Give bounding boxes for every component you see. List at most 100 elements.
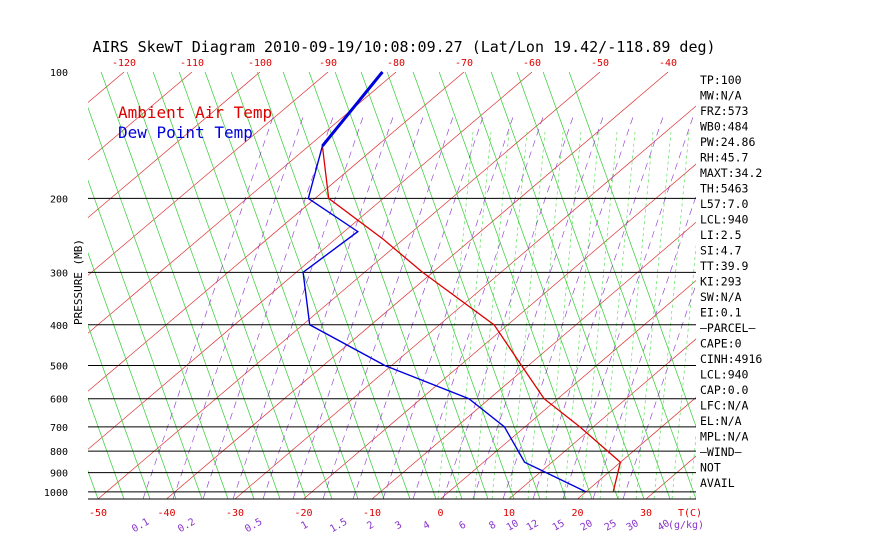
index-label: CAP:0.0 [700,383,749,397]
dry-adiabat-line [178,72,333,499]
bottom-temp-tick-label: -50 [89,508,107,519]
bottom-temp-tick-label: 30 [640,508,652,519]
mixing-ratio-label: 6 [457,520,468,533]
dry-adiabat-line [88,106,229,499]
dry-adiabat-line [334,72,489,499]
pressure-tick-label: 700 [50,423,68,434]
pressure-tick-label: 1000 [44,488,68,499]
index-label: L57:7.0 [700,197,749,211]
index-label: PW:24.86 [700,135,755,149]
bottom-temp-tick-label: -30 [226,508,244,519]
index-label: —WIND— [700,445,742,459]
pressure-tick-label: 500 [50,361,68,372]
pressure-tick-label: 100 [50,68,68,79]
mixing-ratio-line [442,116,574,499]
moist-adiabat-line [509,131,546,499]
mixing-ratio-unit: (g/kg) [668,520,704,531]
mixing-ratio-label: 3 [393,520,404,533]
mixing-ratio-line [502,116,634,499]
top-temp-tick-label: -80 [387,58,405,69]
temp-unit-label: T(C) [678,508,702,519]
mixing-ratio-line [532,116,664,499]
top-temp-tick-label: -50 [591,58,609,69]
moist-adiabat-line [599,131,636,499]
profile-lines [302,71,622,493]
isotherm-line [508,338,696,499]
mixing-ratio-label: 15 [551,518,567,534]
index-label: TP:100 [700,73,742,87]
dry-adiabat-line [0,52,46,499]
top-temp-tick-label: -70 [455,58,473,69]
mixing-ratio-line [352,116,484,499]
mixing-ratio-label: 1 [299,520,310,533]
dry-adiabat-line [516,72,671,499]
index-label: KI:293 [700,275,742,289]
mixing-ratio-label: 0.1 [130,517,151,536]
pressure-tick-label: 600 [50,395,68,406]
top-temp-tick-label: -40 [659,58,677,69]
index-label: AVAIL [700,476,735,490]
isotherm-line [371,221,696,499]
pressure-tick-label: 400 [50,321,68,332]
legend-ambient: Ambient Air Temp [118,103,272,122]
moist-adiabat-line [527,131,564,499]
mixing-ratio-label: 4 [421,520,432,533]
mixing-ratio-label: 2 [365,520,376,533]
mixing-ratio-line [562,116,694,499]
isotherm-line [88,72,465,392]
mixing-ratio-label: 12 [525,518,541,534]
mixing-ratio-line [292,116,424,499]
index-label: SI:4.7 [700,244,742,258]
index-label: FRZ:573 [700,104,749,118]
dry-adiabat-line [412,72,567,499]
isotherm-line [783,72,870,499]
bottom-temp-tick-label: 20 [571,508,583,519]
index-label: MW:N/A [700,89,742,103]
index-label: EL:N/A [700,414,742,428]
dewpoint-top-segment [321,71,384,147]
moist-adiabat-line [671,244,696,499]
dry-adiabat-line [490,72,645,499]
dry-adiabat-line [88,324,151,499]
index-label: RH:45.7 [700,151,749,165]
isotherm-line [645,455,696,499]
mixing-ratio-line [262,116,394,499]
dry-adiabat-line [88,179,203,499]
mixing-ratio-label: 0.5 [243,517,264,536]
isotherm-line [88,72,533,450]
top-temp-tick-label: -90 [319,58,337,69]
pressure-tick-label: 900 [50,469,68,480]
dry-adiabat-line [256,72,411,499]
legend-dewpoint: Dew Point Temp [118,123,253,142]
index-label: SW:N/A [700,290,742,304]
moist-adiabat-line [581,131,618,499]
bottom-temp-tick-label: -40 [157,508,175,519]
dry-adiabat-line [438,72,593,499]
moist-adiabat-line [635,131,672,499]
top-temp-tick-label: -60 [523,58,541,69]
moist-adiabat-line [689,432,696,499]
isotherm-line [88,72,397,334]
index-label: —PARCEL— [700,321,755,335]
dry-adiabat-line [204,72,359,499]
moist-adiabat-line [617,131,654,499]
index-label: MPL:N/A [700,430,749,444]
isotherm-line [303,163,696,499]
moist-adiabat-line [491,131,528,499]
pressure-tick-label: 300 [50,268,68,279]
index-label: TT:39.9 [700,259,749,273]
mixing-ratio-label: 1.5 [328,517,349,536]
index-label: MAXT:34.2 [700,166,762,180]
index-label: CAPE:0 [700,337,742,351]
pressure-tick-label: 800 [50,447,68,458]
dry-adiabat-line [0,52,20,499]
bottom-temp-tick-label: 0 [437,508,443,519]
index-label: NOT [700,461,721,475]
index-label: LCL:940 [700,368,749,382]
bottom-temp-tick-label: -10 [363,508,381,519]
moist-adiabat-line [563,131,600,499]
dewpoint-line [302,71,587,493]
moist-adiabat-line [437,131,474,499]
isotherm-line [88,72,329,276]
